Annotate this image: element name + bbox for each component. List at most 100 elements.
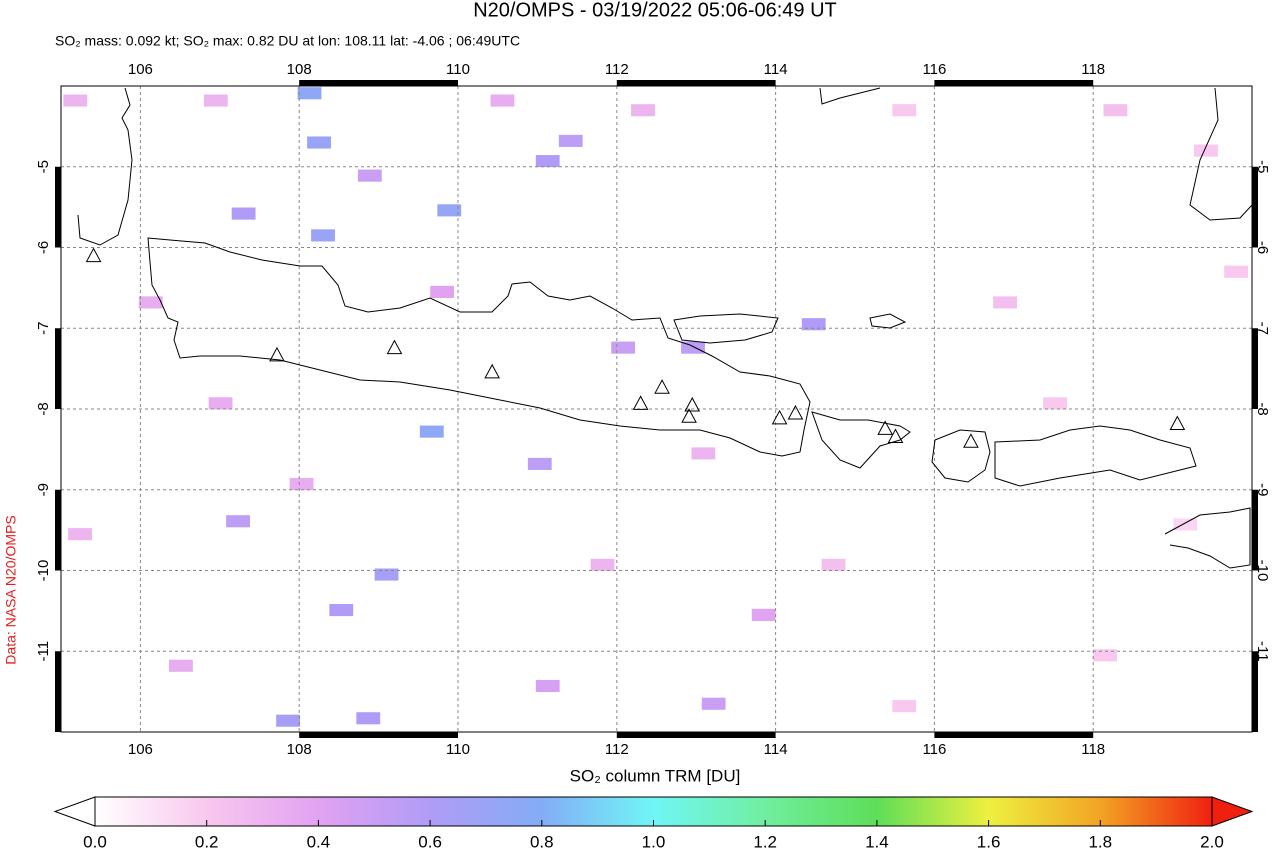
frame-stripe [1252,166,1258,248]
y-tick-label: -6 [1254,241,1271,254]
y-tick-label: -10 [1254,560,1271,582]
frame-stripe [934,732,1094,738]
so2-cell [1093,649,1118,662]
so2-cell [631,104,655,117]
so2-cell [535,679,560,693]
so2-cell [307,136,331,149]
frame-stripe [55,166,61,248]
x-tick-label: 116 [922,61,946,78]
so2-cell [208,397,233,410]
so2-cell [419,425,444,438]
volcano [85,247,102,263]
so2-cell [558,134,583,147]
so2-cell [289,478,314,491]
coastlines [77,87,1253,569]
coastline [77,87,133,246]
frame-stripe [1252,651,1258,732]
colorbar: 0.0 0.2 0.4 0.6 0.8 1.0 1.2 1.4 1.6 1.8 2.0 [53,796,1254,851]
so2-cell [1194,144,1218,157]
grid [61,86,1252,732]
x-tick-label: 112 [605,741,629,758]
y-tick-label: -9 [1254,483,1271,496]
x-tick-label: 114 [764,61,788,78]
y-tick-label: -7 [35,322,52,335]
so2-cell [374,568,399,581]
so2-cell [138,296,163,309]
y-tick-label: -11 [35,641,52,662]
colorbar-tick-label: 1.0 [642,832,666,851]
frame-stripe [299,80,458,86]
so2-cell [311,229,335,242]
volcano [963,433,979,448]
so2-cell [231,207,256,220]
y-tick-label: -5 [35,160,52,173]
colorbar-tick-label: 1.4 [865,832,889,851]
so2-cell [691,447,716,460]
map-border [60,85,1253,733]
volcano [684,396,701,412]
y-tick-label: -8 [35,402,52,415]
colorbar-tick-label: 1.2 [753,832,777,851]
coastline [1164,507,1251,569]
so2-cell [63,94,88,107]
volcano [632,395,649,410]
colorbar-tick-label: 1.6 [977,832,1001,851]
frame-stripe [1252,489,1258,571]
frame-stripe [55,489,61,571]
coastline [673,313,779,344]
coastline [811,411,911,469]
so2-cell [1224,265,1249,278]
so2-cell [993,296,1017,309]
so2-cell [437,204,462,217]
x-tick-label: 118 [1081,61,1105,78]
x-tick-label: 106 [128,741,153,758]
x-tick-label: 110 [446,61,470,78]
so2-cell [821,558,846,571]
volcano [681,408,697,423]
colorbar-tick-label: 0.2 [195,832,219,851]
so2-cell [801,318,826,331]
y-tick-label: -11 [1254,641,1271,662]
volcano [269,346,285,362]
so2-cell [430,285,455,298]
volcano [1169,415,1186,431]
y-tick-label: -5 [1254,160,1271,173]
volcano [877,420,894,435]
coastline [931,429,991,483]
frame-stripe [1252,328,1258,409]
volcano [887,428,904,443]
x-tick-label: 106 [128,61,153,78]
so2-cell [276,714,300,727]
coastline [819,87,881,105]
volcano [771,409,788,425]
so2-cells [63,87,1249,727]
so2-cell [356,712,381,725]
so2-cell [590,558,615,571]
coastline [994,425,1197,487]
y-tick-label: -8 [1254,402,1271,415]
colorbar-arrow-high [1211,796,1254,827]
y-tick-label: -9 [35,483,52,496]
so2-cell [1173,518,1198,531]
x-tick-label: 114 [764,741,788,758]
colorbar-tick-label: 0.4 [307,832,331,851]
colorbar-tick-label: 2.0 [1200,832,1224,851]
x-tick-label: 118 [1081,741,1105,758]
volcano [484,363,500,379]
colorbar-label: SO₂ column TRM [DU] [570,766,741,785]
frame-stripe [616,732,776,738]
frame-stripe [299,732,458,738]
so2-cell [490,94,515,107]
x-tick-label: 108 [287,741,312,758]
so2-cell [357,169,382,182]
x-tick-label: 108 [287,61,312,78]
so2-cell [329,604,354,617]
coastline [147,237,811,457]
so2-cell [1043,397,1067,410]
x-tick-label: 112 [605,61,629,78]
colorbar-tick-label: 0.0 [83,832,107,851]
so2-cell [751,608,776,621]
so2-cell [701,697,726,710]
coastline [869,313,907,329]
so2-cell [203,94,228,107]
